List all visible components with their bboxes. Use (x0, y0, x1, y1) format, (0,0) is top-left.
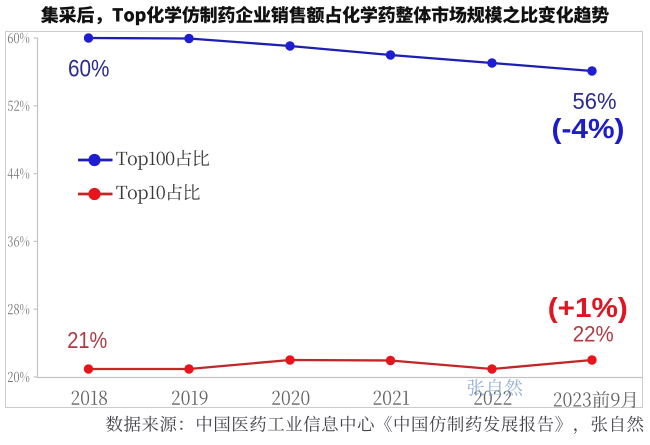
svg-text:(+1%): (+1%) (548, 292, 628, 323)
svg-text:22%: 22% (573, 321, 614, 346)
svg-text:60%: 60% (68, 56, 110, 83)
svg-text:56%: 56% (573, 88, 617, 114)
svg-text:(-4%): (-4%) (552, 113, 625, 144)
svg-text:21%: 21% (67, 327, 107, 353)
